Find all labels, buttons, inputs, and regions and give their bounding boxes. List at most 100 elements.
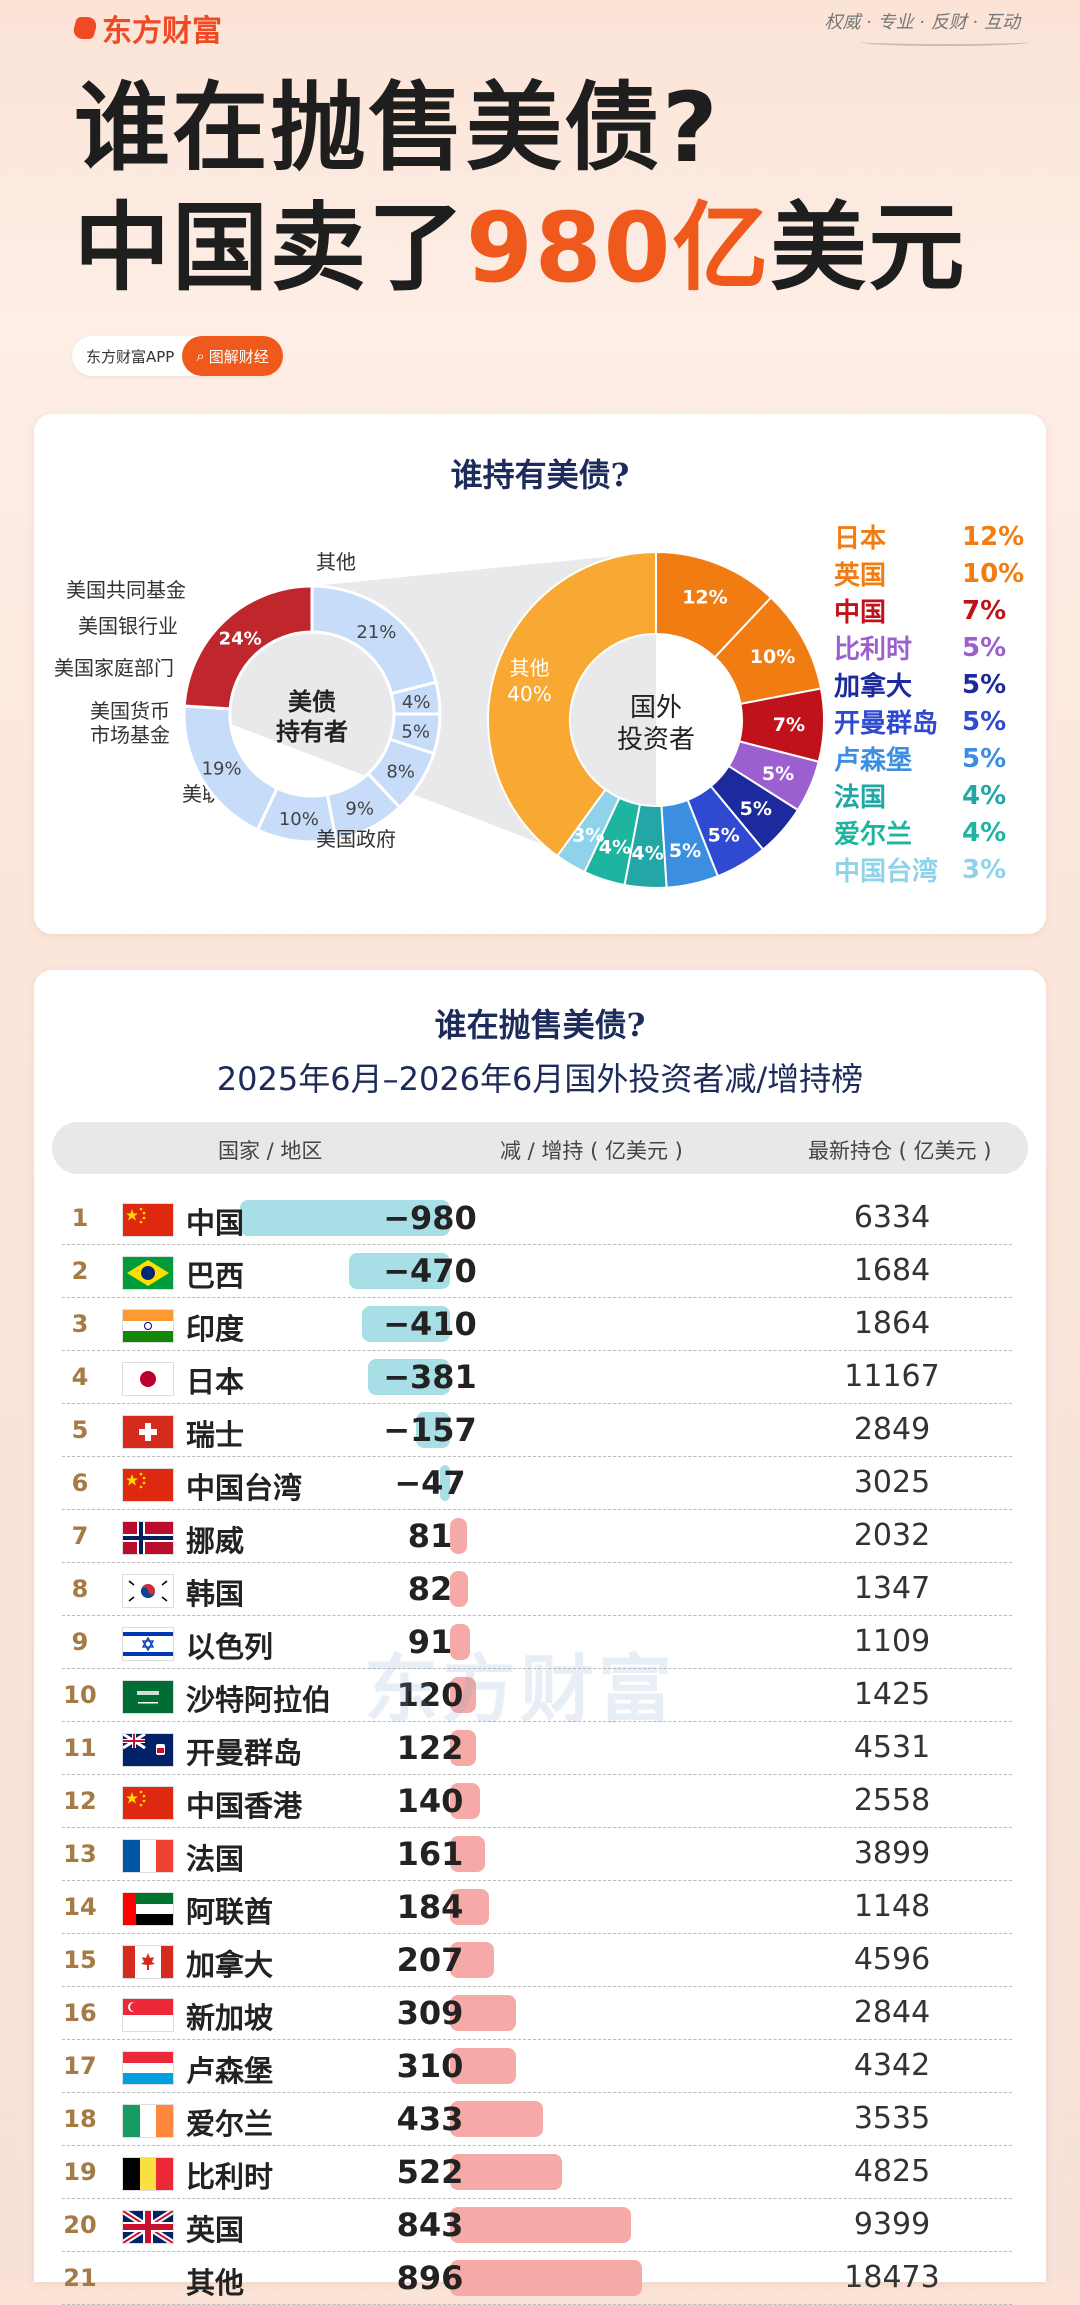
rank-number: 2 — [71, 1257, 89, 1285]
table-row: 3 印度 −410 1864 — [62, 1298, 1012, 1351]
fslice-label-4: 5% — [740, 798, 772, 820]
flag-icon — [122, 1680, 174, 1714]
rank-number: 3 — [71, 1310, 89, 1338]
holding-value: 2844 — [853, 1995, 931, 2030]
change-bar — [450, 1942, 495, 1978]
table-row: 2 巴西 −470 1684 — [62, 1245, 1012, 1298]
change-value: 433 — [396, 2100, 464, 2138]
legend-name: 英国 — [834, 561, 887, 591]
country-name: 英国 — [186, 2213, 245, 2247]
country-name: 中国香港 — [186, 1789, 303, 1823]
rank-number: 7 — [71, 1522, 89, 1550]
legend-item: 加拿大 5% — [834, 666, 1024, 703]
country-name: 巴西 — [186, 1259, 245, 1293]
country-name: 卢森堡 — [186, 2054, 274, 2088]
rank-number: 6 — [71, 1469, 89, 1497]
rank-number: 18 — [63, 2105, 97, 2133]
legend-item: 开曼群岛 5% — [834, 703, 1024, 740]
flag-icon — [123, 2052, 173, 2084]
rank-number: 13 — [63, 1840, 97, 1868]
holding-value: 4531 — [853, 1730, 931, 1765]
rank-number: 16 — [63, 1999, 97, 2027]
watermark: 东方财富 — [364, 1647, 676, 1733]
country-name: 开曼群岛 — [186, 1736, 303, 1770]
flag-icon — [122, 1892, 174, 1926]
col-holding: 最新持仓 ( 亿美元 ) — [808, 1139, 992, 1163]
country-name: 比利时 — [186, 2160, 274, 2194]
change-value: 843 — [396, 2206, 464, 2244]
flag-icon — [122, 2051, 174, 2085]
change-bar — [450, 1571, 468, 1607]
slice-label-7: 24% — [219, 628, 262, 649]
flag-icon — [123, 1310, 173, 1342]
flag-icon — [123, 1522, 173, 1554]
flag-icon — [122, 1627, 174, 1661]
change-value: 82 — [407, 1570, 453, 1608]
flag-icon — [123, 1734, 173, 1766]
flag-icon — [123, 1363, 173, 1395]
flag-icon — [122, 1733, 174, 1767]
table-row: 14 阿联酋 184 1148 — [62, 1881, 1012, 1934]
fslice-label-5: 5% — [708, 824, 740, 846]
change-bar — [450, 1730, 477, 1766]
rank-number: 10 — [63, 1681, 97, 1709]
flag-icon — [123, 1628, 173, 1660]
fslice-label-8: 4% — [599, 836, 631, 858]
holding-value: 3535 — [853, 2101, 931, 2136]
rank-number: 15 — [63, 1946, 97, 1974]
change-value: 309 — [396, 1994, 464, 2032]
flag-icon — [122, 1203, 174, 1237]
flag-icon — [122, 1945, 174, 1979]
rank-number: 8 — [71, 1575, 89, 1603]
legend-value: 3% — [962, 854, 1007, 885]
change-value: −381 — [383, 1358, 477, 1396]
legend-name: 法国 — [834, 783, 887, 813]
rank-number: 5 — [71, 1416, 89, 1444]
country-name: 挪威 — [186, 1524, 245, 1558]
holding-value: 1425 — [853, 1677, 931, 1712]
legend-name: 卢森堡 — [834, 746, 913, 776]
rank-number: 11 — [63, 1734, 97, 1762]
change-value: 310 — [396, 2047, 464, 2085]
fslice-label-3: 5% — [762, 763, 794, 785]
slice-name-4: 市场基金 — [90, 723, 170, 747]
table-row: 17 卢森堡 310 4342 — [62, 2040, 1012, 2093]
table-row: 11 开曼群岛 122 4531 — [62, 1722, 1012, 1775]
holding-value: 1148 — [853, 1889, 931, 1924]
fslice-label-7: 4% — [632, 843, 664, 865]
legend-name: 爱尔兰 — [834, 820, 913, 850]
flag-icon — [123, 1681, 173, 1713]
rank-number: 9 — [71, 1628, 89, 1656]
fslice-label-1: 10% — [750, 646, 795, 668]
change-value: −157 — [383, 1411, 477, 1449]
country-name: 其他 — [186, 2266, 245, 2300]
table-row: 8 韩国 82 1347 — [62, 1563, 1012, 1616]
explain-button[interactable]: ⌕ 图解财经 — [182, 336, 283, 376]
rank-number: 17 — [63, 2052, 97, 2080]
change-value: 140 — [396, 1782, 464, 1820]
slice-label-0: 21% — [356, 622, 396, 643]
brand-slogan: 权威 · 专业 · 反财 · 互动 — [824, 12, 1021, 33]
flag-icon — [122, 1574, 174, 1608]
app-pill[interactable]: 东方财富APP ⌕ 图解财经 — [72, 336, 283, 376]
holders-card: 谁持有美债? 21% 其他 4% 美国共同基金 5% 美国银行业 8% 美国家庭部门 9% 美国货… — [34, 414, 1046, 934]
table-row: 13 法国 161 3899 — [62, 1828, 1012, 1881]
table-header: 国家 / 地区 减 / 增持 ( 亿美元 ) 最新持仓 ( 亿美元 ) — [52, 1122, 1028, 1174]
slice-label-2: 5% — [401, 721, 430, 742]
legend-name: 日本 — [834, 524, 887, 554]
col-change: 减 / 增持 ( 亿美元 ) — [500, 1139, 683, 1163]
legend-value: 4% — [962, 817, 1007, 848]
legend-name: 中国 — [834, 598, 887, 628]
slice-name-1: 美国共同基金 — [66, 578, 186, 602]
center-label: 美债 — [288, 688, 336, 716]
search-icon: ⌕ — [196, 347, 205, 365]
change-value: 522 — [396, 2153, 464, 2191]
flag-icon — [122, 1839, 174, 1873]
country-name: 沙特阿拉伯 — [186, 1683, 332, 1717]
change-value: −980 — [383, 1199, 477, 1237]
holding-value: 4596 — [853, 1942, 931, 1977]
holders-title: 谁持有美债? — [450, 456, 630, 494]
logo-icon — [71, 17, 99, 39]
flag-icon — [122, 2157, 174, 2191]
change-bar — [450, 1995, 517, 2031]
